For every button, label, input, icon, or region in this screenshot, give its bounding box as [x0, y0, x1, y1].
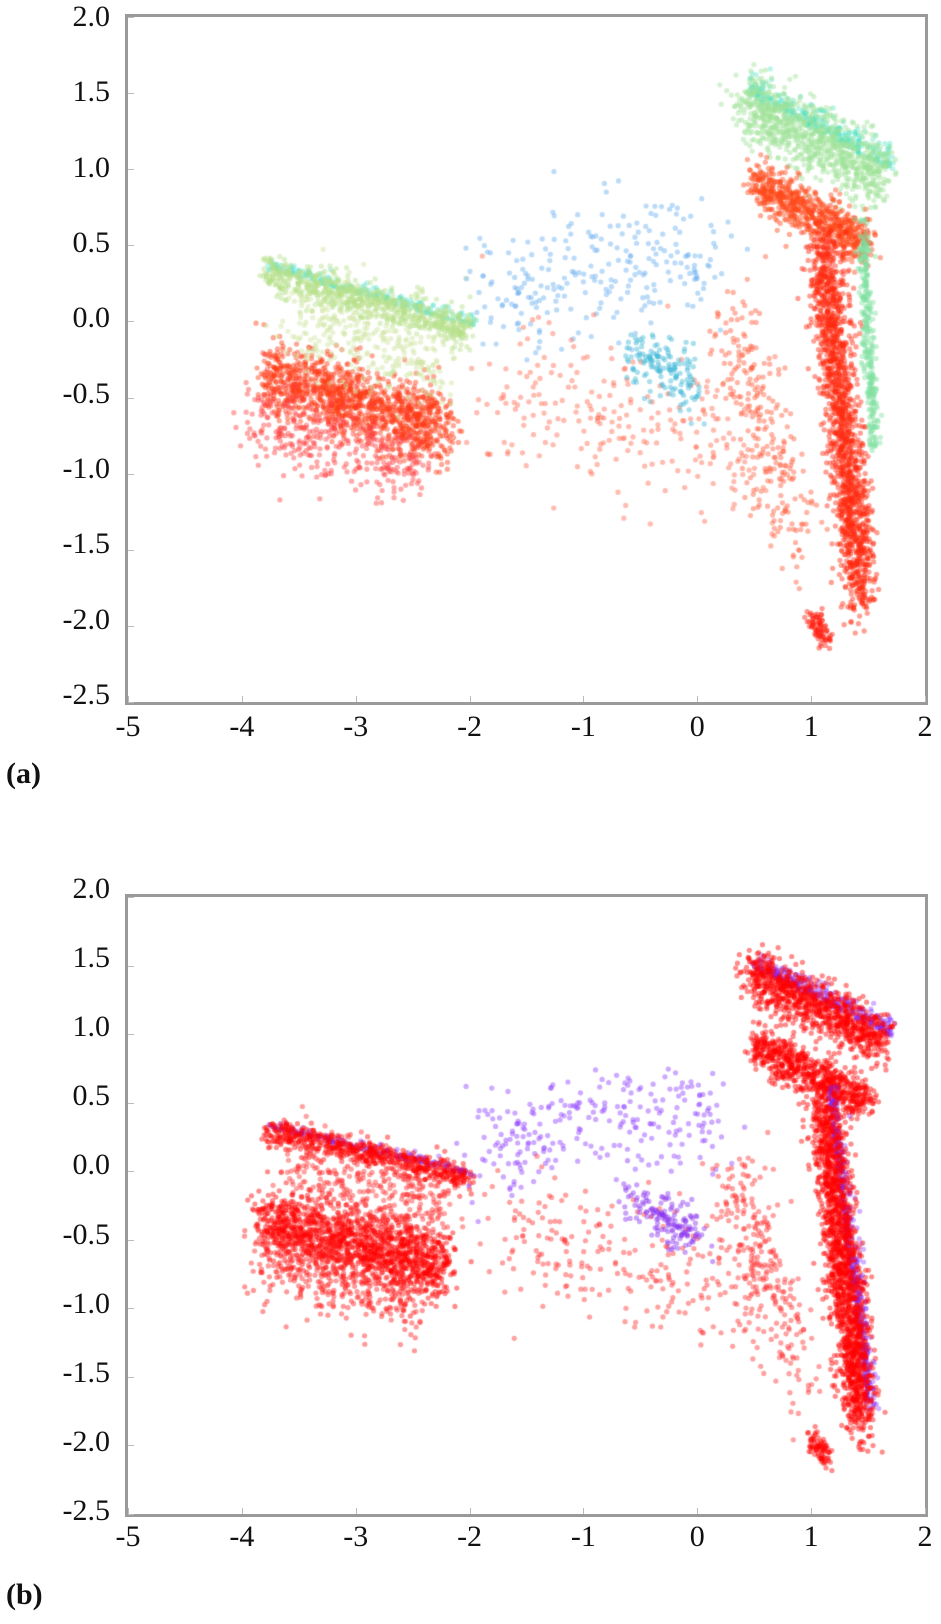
y-tick-label: 0.0 [72, 301, 111, 335]
y-tick-mark [128, 1034, 134, 1036]
panel-label-a: (a) [6, 757, 41, 790]
x-tick-mark [697, 1508, 699, 1514]
y-tick-mark [128, 1376, 134, 1378]
y-tick-mark [128, 1514, 134, 1515]
y-tick-label: 1.5 [72, 941, 111, 975]
y-tick-label: -2.0 [62, 1424, 111, 1458]
x-tick-label: 0 [689, 1520, 705, 1553]
x-tick-mark [925, 696, 926, 702]
x-tick-label: 2 [917, 1520, 933, 1553]
y-tick-label: -2.0 [62, 602, 111, 636]
y-tick-mark [128, 702, 134, 703]
x-tick-label: -1 [570, 1520, 596, 1553]
x-tick-mark [583, 1508, 585, 1514]
y-tick-mark [128, 1445, 134, 1447]
y-tick-label: -1.0 [62, 1286, 111, 1320]
panel-label-b: (b) [6, 1578, 43, 1611]
x-tick-label: -3 [343, 1520, 369, 1553]
y-tick-mark [128, 1171, 134, 1173]
y-tick-mark [128, 245, 134, 247]
x-tick-mark [697, 696, 699, 702]
x-tick-label: 0 [689, 710, 705, 743]
y-tick-label: -0.5 [62, 1217, 111, 1251]
y-tick-mark [128, 549, 134, 551]
y-tick-mark [128, 321, 134, 323]
y-tick-label: -2.5 [62, 1494, 111, 1527]
x-tick-mark [355, 696, 357, 702]
y-tick-label: 1.5 [72, 75, 111, 109]
x-tick-mark [811, 1508, 813, 1514]
scatter-plot-b [128, 897, 925, 1514]
x-tick-label: -5 [115, 710, 141, 743]
y-tick-label: 0.5 [72, 226, 111, 259]
y-tick-mark [128, 1102, 134, 1104]
y-tick-mark [128, 473, 134, 475]
x-tick-label: -5 [115, 1520, 141, 1553]
x-tick-label: 1 [803, 710, 819, 743]
y-tick-label: 2.0 [72, 0, 111, 33]
y-tick-mark [128, 169, 134, 171]
x-tick-mark [583, 696, 585, 702]
x-tick-label: -4 [229, 1520, 255, 1553]
x-tick-mark [128, 1508, 129, 1514]
y-tick-mark [128, 397, 134, 399]
x-tick-label: -2 [457, 710, 483, 743]
x-tick-mark [811, 696, 813, 702]
x-tick-mark [241, 696, 243, 702]
y-tick-label: 1.0 [72, 1010, 111, 1044]
y-tick-mark [128, 93, 134, 95]
x-tick-label: 2 [917, 710, 933, 743]
y-tick-label: -1.5 [62, 1355, 111, 1389]
y-tick-mark [128, 625, 134, 627]
y-tick-label: -1.5 [62, 527, 111, 561]
y-tick-label: 1.0 [72, 150, 111, 184]
scatter-plot-a [128, 17, 925, 702]
y-tick-label: 2.0 [72, 872, 111, 905]
x-tick-mark [355, 1508, 357, 1514]
y-tick-label: 0.5 [72, 1079, 111, 1113]
x-tick-mark [925, 1508, 926, 1514]
y-tick-mark [128, 17, 134, 18]
y-tick-mark [128, 1239, 134, 1241]
x-tick-label: -2 [457, 1520, 483, 1553]
y-tick-label: 0.0 [72, 1148, 111, 1182]
x-tick-label: -1 [570, 710, 596, 743]
panel-a: 2.0 1.5 1.0 0.5 0.0 -0.5 -1.0 -1.5 -2.0 -2.5 -5 -4… [0, 0, 941, 800]
y-tick-mark [128, 965, 134, 967]
x-tick-mark [128, 696, 129, 702]
x-tick-mark [241, 1508, 243, 1514]
y-tick-label: -1.0 [62, 452, 111, 485]
y-tick-label: -2.5 [62, 678, 111, 711]
x-tick-label: -4 [229, 710, 255, 743]
y-tick-label: -0.5 [62, 376, 111, 410]
y-tick-mark [128, 897, 134, 898]
x-tick-label: 1 [803, 1520, 819, 1553]
x-tick-mark [469, 1508, 471, 1514]
y-tick-mark [128, 1308, 134, 1310]
x-tick-mark [469, 696, 471, 702]
x-tick-label: -3 [343, 710, 369, 743]
